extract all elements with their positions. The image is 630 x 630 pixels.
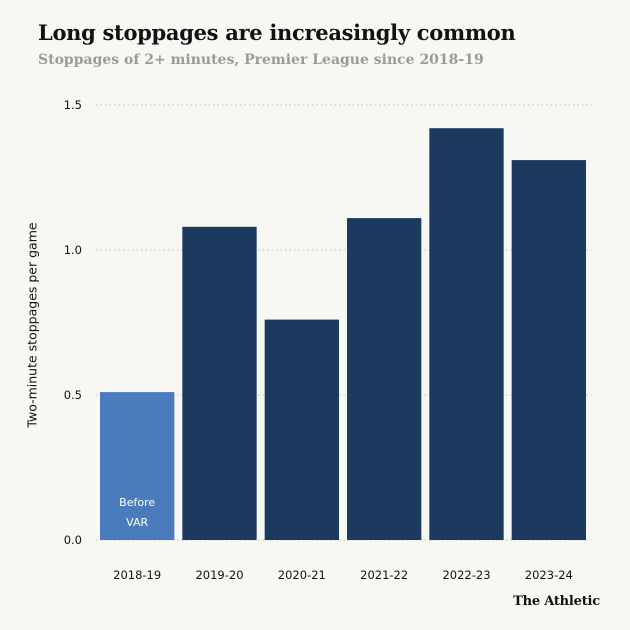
x-tick-label: 2021-22 [360, 568, 408, 582]
x-tick-label: 2022-23 [442, 568, 490, 582]
bar [182, 226, 257, 541]
bar [264, 319, 339, 540]
bar-annotation: Before [119, 496, 155, 509]
brand-logo: The Athletic [513, 594, 600, 609]
x-tick-label: 2018-19 [113, 568, 161, 582]
bar [100, 392, 175, 540]
y-tick-label: 1.5 [64, 98, 82, 112]
y-tick-label: 0.5 [64, 388, 82, 402]
x-tick-label: 2019-20 [195, 568, 243, 582]
bar [511, 160, 586, 540]
x-tick-label: 2023-24 [525, 568, 573, 582]
chart-subtitle: Stoppages of 2+ minutes, Premier League … [38, 52, 484, 68]
bar-annotation: VAR [126, 516, 148, 529]
bar [429, 128, 504, 540]
bar [347, 218, 422, 540]
y-tick-label: 1.0 [64, 243, 82, 257]
chart-title: Long stoppages are increasingly common [38, 20, 516, 45]
x-tick-label: 2020-21 [278, 568, 326, 582]
y-tick-label: 0.0 [64, 533, 82, 547]
